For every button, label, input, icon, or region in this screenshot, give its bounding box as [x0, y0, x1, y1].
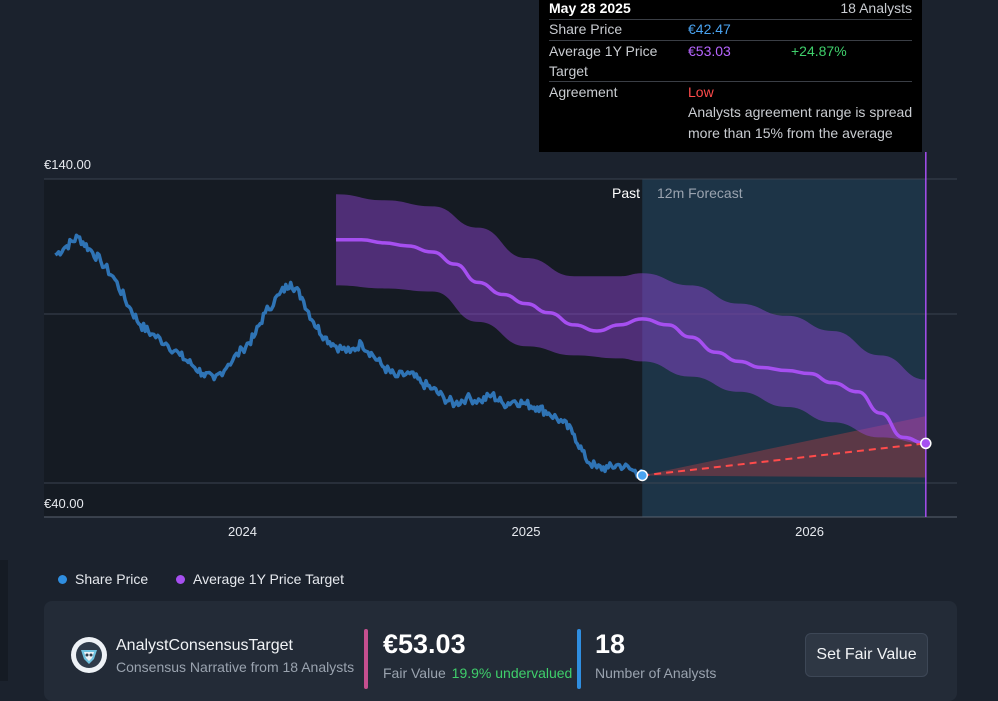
- tooltip-agreement-label: Agreement: [549, 84, 618, 100]
- fair-value-card: AnalystConsensusTarget Consensus Narrati…: [44, 601, 957, 701]
- y-tick-label-top: €140.00: [44, 157, 91, 172]
- tooltip-share-price-value: €42.47: [688, 21, 731, 37]
- fair-value-label-text: Fair Value: [383, 665, 446, 681]
- analyst-count-label: Number of Analysts: [595, 665, 717, 681]
- target-range-band: [336, 194, 926, 444]
- grid-lines: [44, 178, 957, 518]
- tooltip-analysts: 18 Analysts: [840, 0, 912, 16]
- tooltip-agreement-desc-1: Analysts agreement range is spread: [688, 104, 913, 120]
- tooltip-agreement-desc-2: more than 15% from the average: [688, 125, 893, 141]
- x-tick-label-2025: 2025: [512, 524, 541, 539]
- card-title: AnalystConsensusTarget: [116, 637, 293, 654]
- analyst-consensus-icon: [76, 642, 102, 668]
- tooltip-target-label-2: Target: [549, 63, 588, 79]
- analyst-count-bar: [577, 629, 581, 689]
- legend-share-price-dot: [58, 574, 67, 584]
- target-end-dot: [920, 437, 932, 450]
- y-tick-label-bottom: €40.00: [44, 496, 84, 511]
- tooltip-target-value: €53.03: [688, 43, 731, 59]
- x-tick-label-2024: 2024: [228, 524, 257, 539]
- past-label: Past: [612, 185, 641, 201]
- x-axis-ticks: 2024 2025 2026: [228, 524, 824, 539]
- hover-tooltip: May 28 2025 18 Analysts Share Price €42.…: [539, 0, 922, 152]
- forecast-range-cone: [642, 416, 926, 478]
- forecast-region-background: [642, 179, 926, 517]
- analyst-count: 18: [595, 629, 626, 659]
- analyst-avatar: [71, 637, 107, 673]
- tooltip-agreement-value: Low: [688, 84, 714, 100]
- tooltip-share-price-label: Share Price: [549, 21, 623, 37]
- share-price-end-dot: [636, 469, 649, 482]
- legend-target[interactable]: Average 1Y Price Target: [176, 571, 344, 587]
- tooltip-target-label: Average 1Y Price: [549, 43, 658, 59]
- card-subtitle: Consensus Narrative from 18 Analysts: [116, 659, 355, 675]
- set-fair-value-button[interactable]: Set Fair Value: [805, 633, 928, 677]
- share-price-line: [54, 233, 644, 479]
- x-tick-label-2026: 2026: [795, 524, 824, 539]
- legend-share-price-label: Share Price: [75, 571, 149, 587]
- tooltip-date: May 28 2025: [549, 0, 631, 16]
- target-line: [336, 238, 926, 446]
- legend-share-price[interactable]: Share Price: [58, 571, 148, 587]
- fair-value-bar: [364, 629, 368, 689]
- legend-target-label: Average 1Y Price Target: [193, 571, 344, 587]
- undervalued-text: 19.9% undervalued: [451, 665, 573, 681]
- fair-value-amount: €53.03: [383, 629, 466, 659]
- forecast-label: 12m Forecast: [657, 185, 743, 201]
- tooltip-target-change: +24.87%: [791, 43, 847, 59]
- legend-target-dot: [176, 574, 185, 584]
- fair-value-label: Fair Value 19.9% undervalued: [383, 665, 572, 681]
